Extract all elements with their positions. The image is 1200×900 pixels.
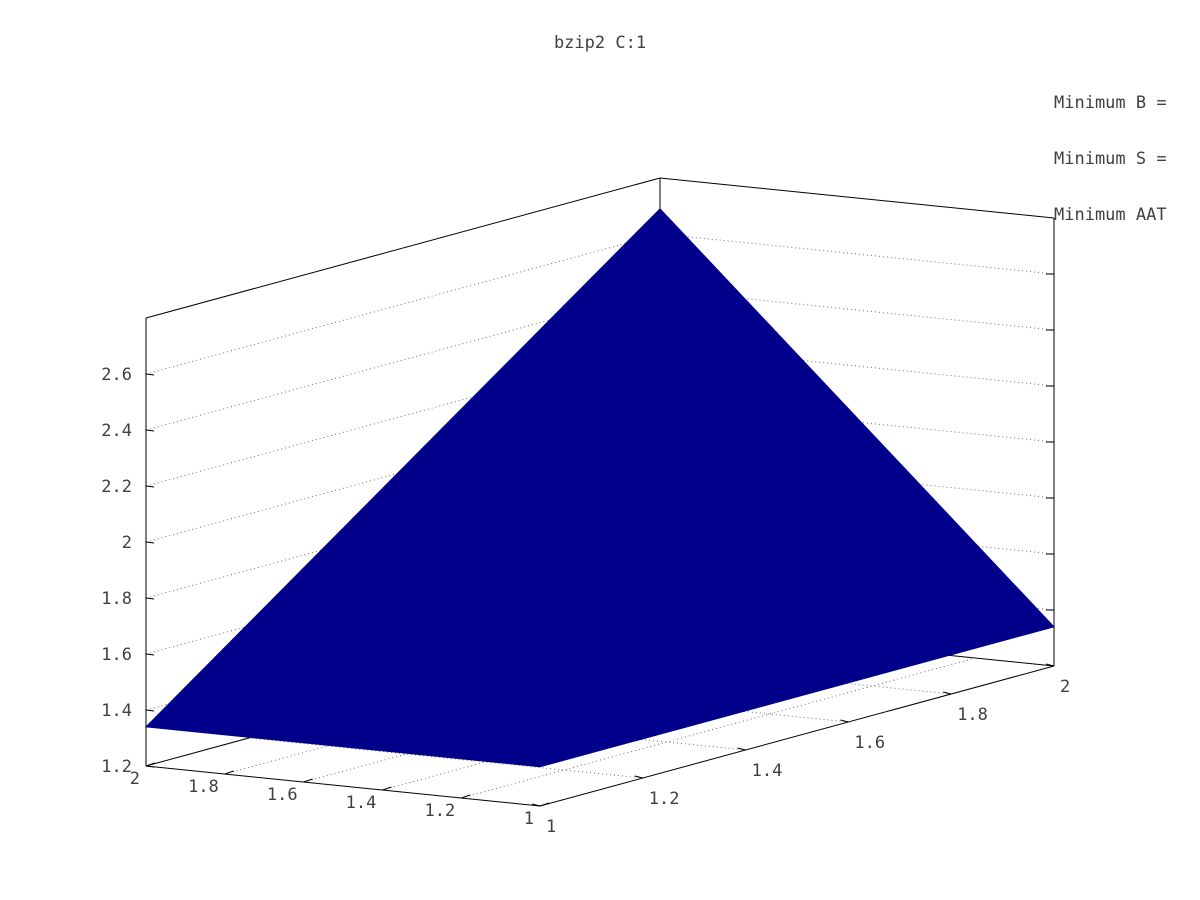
y-tick-4: [224, 770, 234, 775]
z-tick-5: [145, 485, 155, 488]
y-tick-label: 1.6: [267, 785, 298, 805]
x-tick-3: [840, 719, 849, 723]
x-tick-2: [737, 747, 746, 751]
x-tick-label: 1.6: [854, 733, 885, 753]
z-tick-3: [145, 597, 155, 600]
annotation-2: Minimum AAT: [1054, 205, 1167, 225]
y-tick-0: [539, 802, 550, 807]
annotation-0: Minimum B =: [1054, 93, 1167, 113]
y-tick-5: [145, 762, 156, 767]
chart-title: bzip2 C:1: [554, 33, 646, 53]
y-floor-grid-1: [461, 657, 976, 799]
z-grid-back-3: [145, 457, 661, 599]
x-tick-label: 2: [1060, 677, 1070, 697]
z-tick-6: [145, 429, 155, 432]
x-tick-label: 1.2: [649, 789, 680, 809]
y-tick-label: 1: [524, 809, 534, 829]
z-grid-back-2: [145, 513, 661, 655]
x-tick-label: 1.4: [752, 761, 783, 781]
z-grid-back-6: [145, 289, 661, 431]
z-tick-2: [145, 653, 155, 656]
y-tick-3: [303, 778, 313, 783]
x-tick-1: [634, 775, 643, 779]
front-axes: [145, 273, 1055, 807]
surface-patch-0-0: [144, 208, 1055, 768]
tick-labels: 1.2 1.4 1.6 1.8 2 2.2 2.4 2.6 1 1.2 1.4 1.6 1.8 2 1 1.2…: [101, 365, 1070, 837]
y-tick-2: [382, 786, 392, 791]
x-tick-5: [1045, 663, 1055, 667]
y-axis-line: [145, 765, 541, 807]
z-tick-1: [145, 709, 155, 712]
y-floor-grid-4: [224, 633, 739, 775]
z-grid-back-7: [145, 233, 661, 375]
x-tick-label: 1: [546, 817, 556, 837]
surface-layer: [144, 208, 1055, 768]
z-grid-back-4: [145, 401, 661, 543]
z-tick-4: [145, 541, 155, 544]
y-tick-label: 1.8: [188, 777, 219, 797]
x-axis-line: [539, 665, 1055, 807]
box-top-back: [145, 177, 661, 319]
z-tick-label: 1.8: [101, 589, 132, 609]
z-grid-back-5: [145, 345, 661, 487]
x-tick-0: [531, 803, 541, 807]
y-tick-label: 2: [130, 769, 140, 789]
z-tick-label: 1.2: [101, 757, 132, 777]
z-grid-right-7: [659, 233, 1055, 275]
x-tick-label: 1.8: [957, 705, 988, 725]
z-tick-7: [145, 373, 155, 376]
y-tick-label: 1.4: [346, 793, 377, 813]
z-tick-label: 2.6: [101, 365, 132, 385]
y-floor-grid-2: [382, 649, 897, 791]
y-floor-grid-3: [303, 641, 818, 783]
box-top-right: [659, 177, 1055, 219]
z-tick-0: [145, 765, 155, 768]
z-tick-label: 1.4: [101, 701, 132, 721]
z-tick-label: 1.6: [101, 645, 132, 665]
z-tick-label: 2.2: [101, 477, 132, 497]
z-tick-label: 2.4: [101, 421, 132, 441]
annotation-1: Minimum S =: [1054, 149, 1167, 169]
z-tick-label: 2: [122, 533, 132, 553]
annotations: Minimum B = Minimum S = Minimum AAT: [1054, 93, 1167, 225]
y-tick-1: [461, 794, 471, 799]
x-tick-4: [943, 691, 952, 695]
y-tick-label: 1.2: [424, 801, 455, 821]
